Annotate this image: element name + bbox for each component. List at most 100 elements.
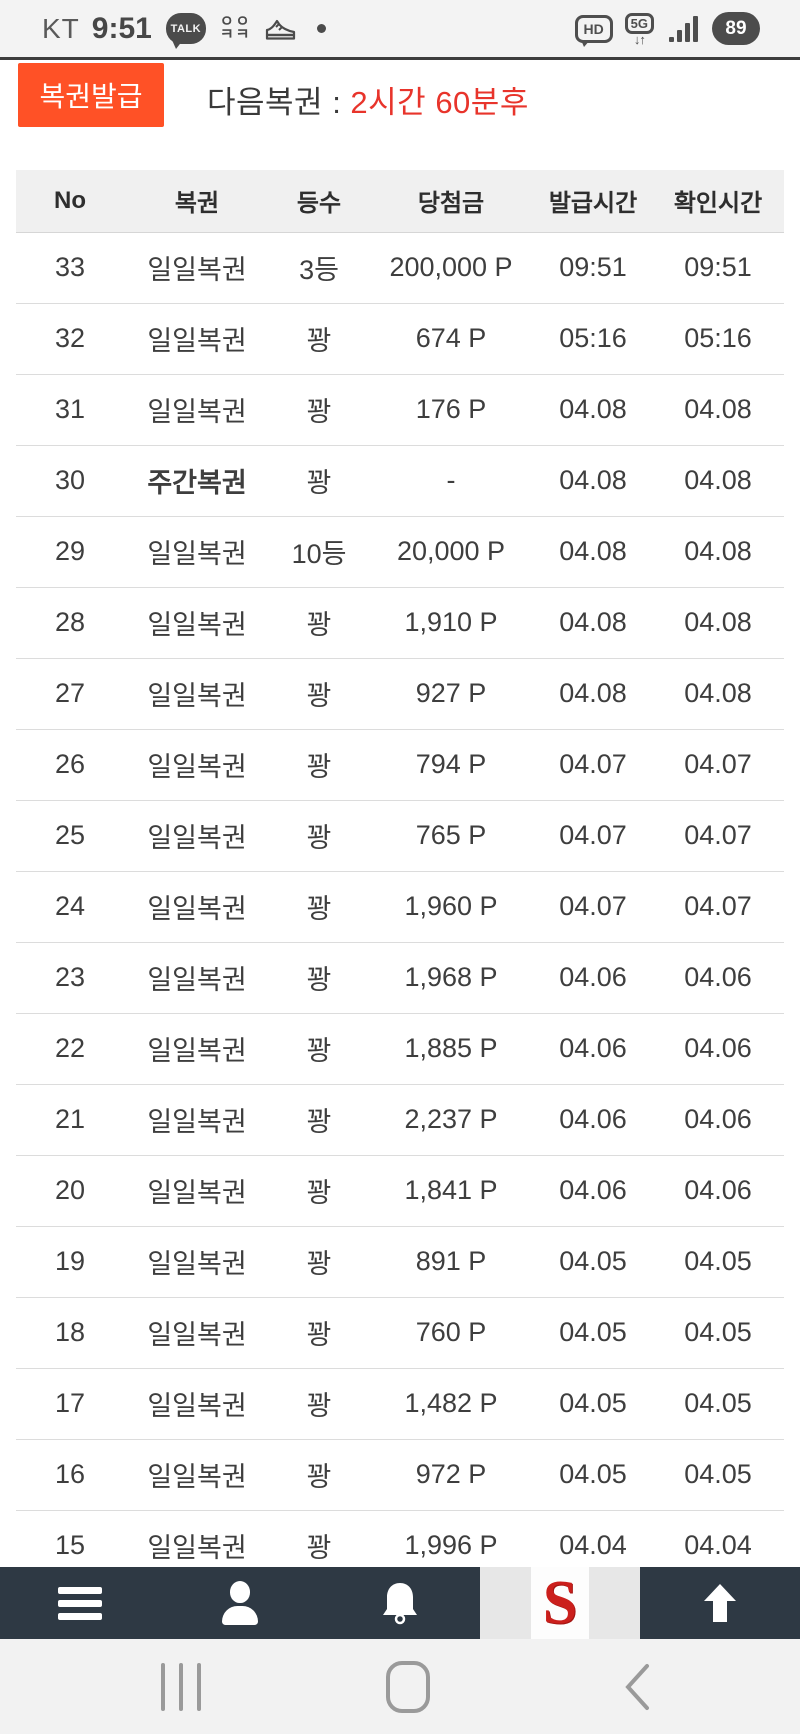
cell-checked-time: 04.06	[652, 1084, 784, 1156]
cell-checked-time: 04.06	[652, 1155, 784, 1227]
col-header-no: No	[16, 170, 124, 232]
up-arrow-icon	[704, 1584, 736, 1622]
cell-checked-time: 04.06	[652, 942, 784, 1014]
cell-prize: 972 P	[368, 1439, 534, 1511]
cell-issued-time: 04.06	[534, 1013, 652, 1085]
cell-prize: 891 P	[368, 1226, 534, 1298]
cell-lottery: 일일복권	[124, 942, 270, 1014]
person-icon	[220, 1581, 260, 1625]
cell-issued-time: 04.05	[534, 1368, 652, 1440]
cell-checked-time: 04.07	[652, 871, 784, 943]
s-app-home-button[interactable]: S	[480, 1567, 640, 1639]
cell-no: 27	[16, 658, 124, 730]
col-header-checked-time: 확인시간	[652, 170, 784, 232]
cell-lottery: 일일복권	[124, 1368, 270, 1440]
cell-lottery: 일일복권	[124, 1155, 270, 1227]
notification-dot-icon	[317, 24, 327, 33]
cell-no: 23	[16, 942, 124, 1014]
cell-lottery: 일일복권	[124, 516, 270, 588]
s-logo-icon: S	[531, 1567, 589, 1639]
cell-no: 19	[16, 1226, 124, 1298]
kakaotalk-icon: TALK	[165, 13, 206, 49]
table-row: 25 일일복권 꽝 765 P 04.07 04.07	[16, 800, 784, 872]
cell-lottery: 주간복권	[124, 445, 270, 517]
cell-issued-time: 04.07	[534, 800, 652, 872]
cell-rank: 꽝	[270, 1013, 368, 1085]
cell-prize: 1,482 P	[368, 1368, 534, 1440]
cell-prize: 200,000 P	[368, 232, 534, 304]
cell-rank: 꽝	[270, 445, 368, 517]
cell-prize: 1,910 P	[368, 587, 534, 659]
cell-no: 20	[16, 1155, 124, 1227]
cell-checked-time: 04.05	[652, 1368, 784, 1440]
scroll-to-top-button[interactable]	[640, 1567, 800, 1639]
cell-prize: 794 P	[368, 729, 534, 801]
profile-button[interactable]	[160, 1567, 320, 1639]
cell-checked-time: 04.08	[652, 445, 784, 517]
recent-apps-button[interactable]	[141, 1639, 221, 1734]
table-row: 31 일일복권 꽝 176 P 04.08 04.08	[16, 374, 784, 446]
cell-prize: 1,960 P	[368, 871, 534, 943]
table-row: 33 일일복권 3등 200,000 P 09:51 09:51	[16, 232, 784, 304]
hamburger-icon	[58, 1584, 102, 1623]
cell-rank: 꽝	[270, 942, 368, 1014]
cell-checked-time: 04.05	[652, 1439, 784, 1511]
cell-lottery: 일일복권	[124, 374, 270, 446]
cell-lottery: 일일복권	[124, 587, 270, 659]
recents-icon	[161, 1662, 165, 1711]
cell-issued-time: 04.07	[534, 871, 652, 943]
cell-issued-time: 04.08	[534, 516, 652, 588]
cell-rank: 3등	[270, 232, 368, 304]
cell-prize: 1,968 P	[368, 942, 534, 1014]
table-row: 29 일일복권 10등 20,000 P 04.08 04.08	[16, 516, 784, 588]
cell-rank: 꽝	[270, 1439, 368, 1511]
5g-network-icon: 5G ↓↑	[624, 12, 654, 46]
table-row: 28 일일복권 꽝 1,910 P 04.08 04.08	[16, 587, 784, 659]
cell-no: 18	[16, 1297, 124, 1369]
menu-button[interactable]	[0, 1567, 160, 1639]
app-bottom-nav: S	[0, 1567, 800, 1639]
cell-lottery: 일일복권	[124, 232, 270, 304]
cell-no: 22	[16, 1013, 124, 1085]
cell-lottery: 일일복권	[124, 1084, 270, 1156]
clock: 9:51	[91, 11, 152, 45]
cell-rank: 꽝	[270, 871, 368, 943]
back-chevron-icon	[625, 1663, 649, 1710]
table-row: 17 일일복권 꽝 1,482 P 04.05 04.05	[16, 1368, 784, 1440]
cell-prize: 927 P	[368, 658, 534, 730]
cell-issued-time: 04.05	[534, 1439, 652, 1511]
system-nav-bar	[0, 1639, 800, 1734]
cell-rank: 10등	[270, 516, 368, 588]
cell-rank: 꽝	[270, 1226, 368, 1298]
cell-no: 31	[16, 374, 124, 446]
next-lottery-time: 2시간 60분후	[350, 85, 529, 120]
cell-checked-time: 04.05	[652, 1226, 784, 1298]
cell-rank: 꽝	[270, 587, 368, 659]
cell-prize: 20,000 P	[368, 516, 534, 588]
table-row: 21 일일복권 꽝 2,237 P 04.06 04.06	[16, 1084, 784, 1156]
cell-issued-time: 04.08	[534, 445, 652, 517]
cell-lottery: 일일복권	[124, 1439, 270, 1511]
cell-prize: -	[368, 445, 534, 517]
table-row: 24 일일복권 꽝 1,960 P 04.07 04.07	[16, 871, 784, 943]
issue-lottery-button[interactable]: 복권발급	[18, 63, 164, 127]
table-row: 16 일일복권 꽝 972 P 04.05 04.05	[16, 1439, 784, 1511]
cell-rank: 꽝	[270, 374, 368, 446]
cell-rank: 꽝	[270, 658, 368, 730]
cell-prize: 1,885 P	[368, 1013, 534, 1085]
cell-issued-time: 04.06	[534, 1084, 652, 1156]
home-button[interactable]	[368, 1639, 448, 1734]
cell-no: 16	[16, 1439, 124, 1511]
cell-prize: 760 P	[368, 1297, 534, 1369]
ookk-app-icon: ㅇㅇ ㅋㅋ	[219, 13, 252, 43]
cell-rank: 꽝	[270, 729, 368, 801]
cell-issued-time: 04.06	[534, 942, 652, 1014]
back-button[interactable]	[597, 1639, 677, 1734]
cell-prize: 1,841 P	[368, 1155, 534, 1227]
cell-prize: 176 P	[368, 374, 534, 446]
lottery-history-table: No 복권 등수 당첨금 발급시간 확인시간 33 일일복권 3등 200,00…	[16, 170, 784, 1582]
table-row: 20 일일복권 꽝 1,841 P 04.06 04.06	[16, 1155, 784, 1227]
notifications-button[interactable]	[320, 1567, 480, 1639]
cell-rank: 꽝	[270, 1297, 368, 1369]
